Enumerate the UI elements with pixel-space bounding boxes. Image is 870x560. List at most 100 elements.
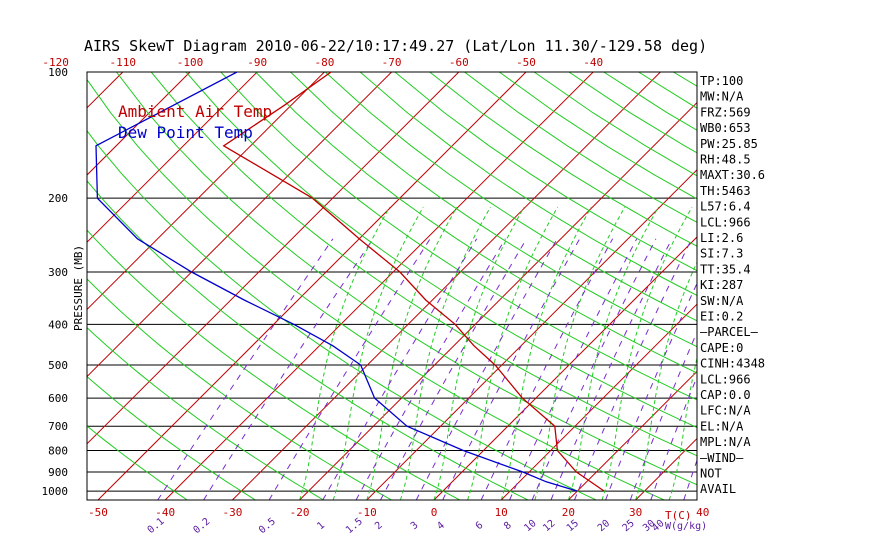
dry-adiabat-line [87,326,324,500]
index-entry: LCL:966 [700,215,751,229]
index-entry: LCL:966 [700,372,751,386]
mixing-ratio-line [629,330,697,500]
index-entry: TP:100 [700,74,743,88]
isotherm-line [770,72,870,500]
top-temperature-tick-label: -40 [583,56,603,69]
index-entry: –WIND– [700,451,744,465]
pressure-tick-label: 900 [48,466,68,479]
index-entry: CAP:0.0 [700,388,751,402]
top-temperature-tick-label: -50 [516,56,536,69]
mixing-ratio-line [650,375,697,500]
mixing-ratio-tick-label: 15 [565,518,581,534]
mixing-ratio-line [268,238,431,500]
index-entry: MAXT:30.6 [700,168,765,182]
top-temperature-tick-label: -80 [314,56,334,69]
pressure-tick-label: 200 [48,192,68,205]
mixing-ratio-tick-label: 4 [435,520,447,532]
isotherm-line [87,72,258,243]
dry-adiabat-line [813,72,870,500]
legend-dew-point-temp: Dew Point Temp [118,123,253,142]
index-entry: MPL:N/A [700,435,751,449]
mixing-ratio-line [550,238,673,500]
index-entry: LFC:N/A [700,404,751,418]
isotherm-line [97,72,527,500]
pressure-tick-label: 600 [48,392,68,405]
moist-adiabat-line [668,356,697,500]
dry-adiabat-line [290,72,697,348]
index-entry: NOT [700,467,722,481]
isotherm-line [837,72,870,500]
bottom-temperature-tick-label: 0 [431,506,438,519]
moist-adiabat-line [433,206,525,500]
pressure-tick-label: 500 [48,359,68,372]
bottom-temperature-tick-label: 40 [696,506,709,519]
mixing-ratio-line [442,238,581,500]
dry-adiabat-line [87,375,256,500]
index-entry: L57:6.4 [700,200,751,214]
pressure-tick-label: 1000 [42,485,69,498]
pressure-tick-label: 700 [48,420,68,433]
isotherm-line [299,101,697,500]
mixing-ratio-tick-label: 0.5 [257,516,278,536]
dry-adiabat-line [394,72,697,272]
dry-adiabat-line [87,425,188,500]
isotherm-line [568,370,697,500]
dry-adiabat-line [87,78,665,500]
mixing-ratio-tick-label: 1.5 [344,516,365,536]
dry-adiabat-line [743,72,870,500]
pressure-tick-label: 300 [48,266,68,279]
index-entry: KI:287 [700,278,743,292]
dry-adiabat-line [499,72,697,200]
mixing-ratio-line [322,238,478,500]
top-temperature-tick-label: -70 [382,56,402,69]
mixing-ratio-tick-label: 10 [522,518,538,534]
isotherm-line [433,236,697,500]
mixing-ratio-line [157,238,334,500]
index-entry: EI:0.2 [700,310,743,324]
index-entry: LI:2.6 [700,231,743,245]
dry-adiabat-line [778,72,870,500]
dry-adiabat-line [87,129,597,500]
index-entry: –PARCEL– [700,325,759,339]
index-entry: MW:N/A [700,90,744,104]
dry-adiabat-line [116,72,697,486]
dry-adiabat-line [464,72,697,223]
isotherm-line [500,303,697,500]
mixing-ratio-tick-label: 2 [373,520,385,532]
moist-adiabat-line [467,206,559,500]
x-axis-unit-label: T(C) [665,509,692,522]
mixing-ratio-line [509,238,638,500]
isotherm-line [164,72,594,500]
bottom-temperature-tick-label: -50 [88,506,108,519]
isotherm-line [0,72,56,500]
dry-adiabat-line [87,278,392,500]
legend: Ambient Air Temp Dew Point Temp [118,102,272,142]
top-temperature-tick-label: -120 [42,56,69,69]
dry-adiabat-line [87,180,529,500]
ambient-air-temp-line [222,72,605,492]
mixing-ratio-line [415,238,558,500]
dry-adiabat-line [324,72,697,322]
mixing-ratio-line [203,238,374,500]
isotherm-line [232,72,661,500]
index-entry: CINH:4348 [700,357,765,371]
index-entry: TH:5463 [700,184,751,198]
chart-title: AIRS SkewT Diagram 2010-06-22/10:17:49.2… [84,37,707,55]
bottom-temperature-tick-label: -10 [357,506,377,519]
mixing-ratio-tick-label: 6 [474,520,486,532]
mixing-ratio-tick-label: 0.2 [192,516,213,536]
moist-adiabat-line [500,206,592,500]
mixing-ratio-line [531,238,657,500]
mixing-ratio-line [480,238,614,500]
moist-adiabat-line [534,206,626,500]
index-entry: TT:35.4 [700,262,751,276]
top-temperature-tick-label: -110 [110,56,137,69]
mixing-ratio-line [683,458,697,500]
pressure-tick-label: 400 [48,318,68,331]
isotherm-line [87,72,124,109]
dry-adiabat-line [185,72,697,429]
